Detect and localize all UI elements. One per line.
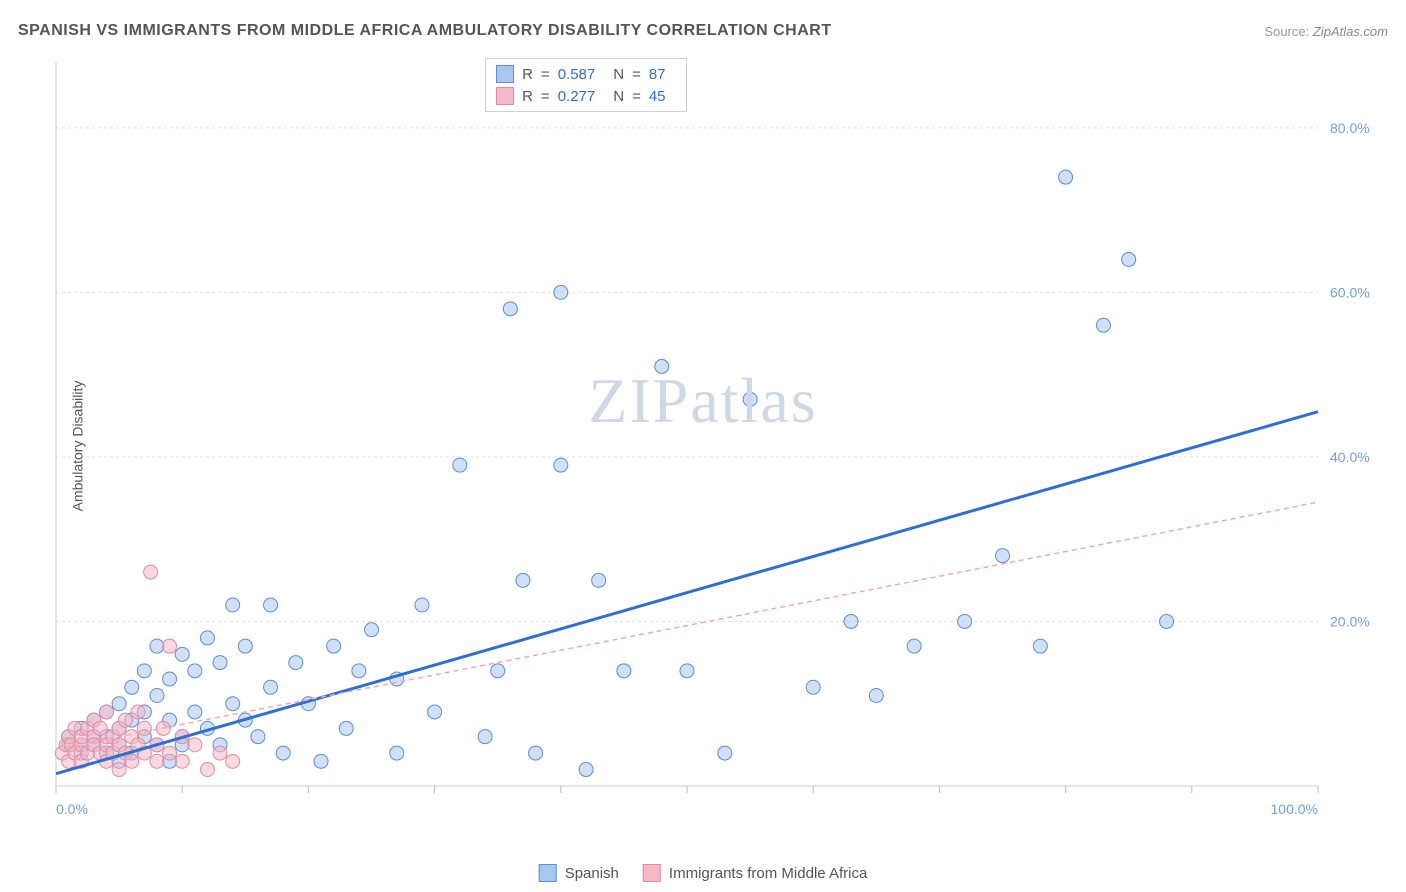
svg-text:60.0%: 60.0% (1330, 284, 1370, 300)
svg-text:0.0%: 0.0% (56, 801, 88, 817)
source-attribution: Source: ZipAtlas.com (1264, 24, 1388, 39)
series-legend: Spanish Immigrants from Middle Africa (539, 864, 868, 882)
legend-eq: = (541, 66, 550, 83)
source-value: ZipAtlas.com (1313, 24, 1388, 39)
legend-eq: = (632, 88, 641, 105)
legend-n-label: N (613, 66, 624, 83)
svg-text:80.0%: 80.0% (1330, 120, 1370, 136)
legend-r-value: 0.277 (558, 88, 596, 105)
series-legend-item: Immigrants from Middle Africa (643, 864, 867, 882)
y-axis-label: Ambulatory Disability (69, 381, 85, 512)
chart-title: SPANISH VS IMMIGRANTS FROM MIDDLE AFRICA… (18, 22, 832, 40)
legend-r-label: R (522, 66, 533, 83)
legend-r-value: 0.587 (558, 66, 596, 83)
legend-swatch (496, 65, 514, 83)
correlation-legend: R = 0.587 N = 87 R = 0.277 N = 45 (485, 58, 686, 112)
series-legend-item: Spanish (539, 864, 619, 882)
legend-row: R = 0.587 N = 87 (496, 63, 675, 85)
series-name: Immigrants from Middle Africa (669, 865, 867, 882)
legend-n-label: N (613, 88, 624, 105)
chart-svg: 20.0% 40.0% 60.0% 80.0% 0.0% 100.0% (52, 56, 1388, 826)
source-label: Source: (1264, 24, 1309, 39)
series-name: Spanish (565, 865, 619, 882)
svg-text:100.0%: 100.0% (1271, 801, 1318, 817)
legend-n-value: 45 (649, 88, 666, 105)
legend-r-label: R (522, 88, 533, 105)
legend-n-value: 87 (649, 66, 666, 83)
legend-swatch (496, 87, 514, 105)
legend-eq: = (541, 88, 550, 105)
legend-eq: = (632, 66, 641, 83)
scatter-plot: 20.0% 40.0% 60.0% 80.0% 0.0% 100.0% (52, 56, 1388, 826)
legend-row: R = 0.277 N = 45 (496, 85, 675, 107)
legend-swatch (539, 864, 557, 882)
svg-text:40.0%: 40.0% (1330, 449, 1370, 465)
svg-text:20.0%: 20.0% (1330, 613, 1370, 629)
legend-swatch (643, 864, 661, 882)
